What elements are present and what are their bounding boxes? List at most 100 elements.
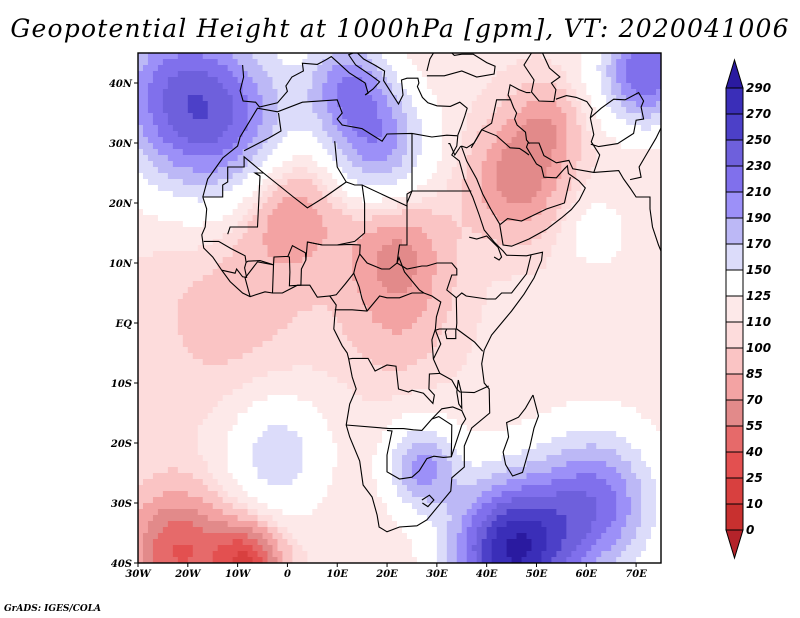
field-cell	[571, 83, 587, 90]
field-cell	[481, 539, 493, 546]
field-cell	[138, 155, 149, 162]
field-cell	[461, 137, 478, 144]
colorbar-label: 85	[746, 367, 763, 381]
field-cell	[252, 461, 303, 468]
field-cell	[406, 137, 423, 144]
field-cell	[656, 479, 661, 486]
field-cell	[421, 149, 443, 156]
field-cell	[641, 125, 652, 132]
field-cell	[222, 83, 244, 90]
colorbar-extend-max	[725, 58, 744, 89]
field-cell	[536, 413, 642, 420]
field-cell	[162, 491, 189, 498]
field-cell	[387, 101, 403, 108]
y-tick-label: EQ	[115, 319, 133, 330]
field-cell	[202, 359, 229, 366]
field-cell	[506, 551, 528, 558]
field-cell	[621, 527, 637, 534]
field-cell	[392, 473, 403, 480]
field-cell	[257, 197, 269, 204]
field-cell	[466, 509, 478, 516]
field-cell	[287, 527, 403, 534]
field-cell	[382, 497, 403, 504]
x-tick-label: 20E	[375, 569, 398, 580]
field-cell	[466, 113, 493, 120]
afg-pak-line	[589, 91, 645, 148]
field-cell	[466, 545, 473, 552]
west-africa-borders-line	[203, 240, 307, 287]
colorbar-label: 70	[746, 393, 763, 407]
mali-algeria-line	[253, 172, 264, 177]
field-cell	[586, 533, 602, 540]
field-cell	[526, 119, 553, 126]
field-cell	[352, 341, 438, 348]
field-cell	[621, 89, 637, 96]
field-cell	[466, 353, 661, 360]
field-cell	[247, 209, 259, 216]
field-cell	[441, 449, 458, 456]
field-cell	[217, 479, 239, 486]
field-cell	[431, 275, 458, 282]
field-cell	[521, 83, 557, 90]
field-cell	[337, 161, 353, 168]
field-cell	[142, 539, 154, 546]
field-cell	[426, 299, 453, 306]
colorbar-label: 150	[746, 263, 771, 277]
field-cell	[167, 521, 194, 528]
colorbar-segment	[725, 477, 744, 505]
field-cell	[322, 239, 358, 246]
field-cell	[138, 311, 179, 318]
field-cell	[446, 413, 538, 420]
field-cell	[621, 401, 661, 408]
field-cell	[481, 167, 498, 174]
field-cell	[421, 137, 443, 144]
field-cell	[257, 89, 279, 96]
field-cell	[337, 89, 368, 96]
field-cell	[586, 551, 602, 558]
field-cell	[307, 95, 323, 102]
field-cell	[337, 143, 353, 150]
field-cell	[456, 251, 553, 258]
field-cell	[416, 161, 438, 168]
field-cell	[631, 503, 642, 510]
field-cell	[576, 239, 622, 246]
y-tick-label: 40N	[109, 79, 133, 90]
field-cell	[551, 437, 627, 444]
field-cell	[138, 53, 149, 60]
field-cell	[486, 83, 523, 90]
field-cell	[317, 503, 388, 510]
field-cell	[272, 533, 284, 540]
field-cell	[616, 137, 661, 144]
field-cell	[416, 107, 443, 114]
field-cell	[232, 143, 249, 150]
field-cell	[252, 449, 303, 456]
field-cell	[337, 317, 373, 324]
field-cell	[416, 257, 438, 264]
field-cell	[377, 269, 418, 276]
field-cell	[327, 425, 388, 432]
field-cell	[357, 347, 433, 354]
field-cell	[262, 203, 279, 210]
field-cell	[362, 353, 428, 360]
field-cell	[138, 347, 189, 354]
field-cell	[207, 71, 234, 78]
lake-victoria-line	[444, 328, 457, 340]
field-cell	[322, 143, 338, 150]
field-cell	[138, 239, 214, 246]
field-cell	[138, 461, 209, 468]
field-cell	[202, 527, 254, 534]
field-cell	[471, 107, 498, 114]
field-cell	[247, 71, 269, 78]
field-cell	[142, 131, 159, 138]
field-cell	[596, 509, 617, 516]
field-cell	[591, 131, 607, 138]
field-cell	[571, 101, 582, 108]
field-cell	[641, 449, 661, 456]
field-cell	[232, 425, 269, 432]
field-cell	[631, 497, 642, 504]
field-cell	[501, 491, 557, 498]
field-cell	[138, 323, 179, 330]
field-cell	[317, 245, 353, 252]
field-cell	[576, 473, 597, 480]
field-cell	[232, 71, 249, 78]
